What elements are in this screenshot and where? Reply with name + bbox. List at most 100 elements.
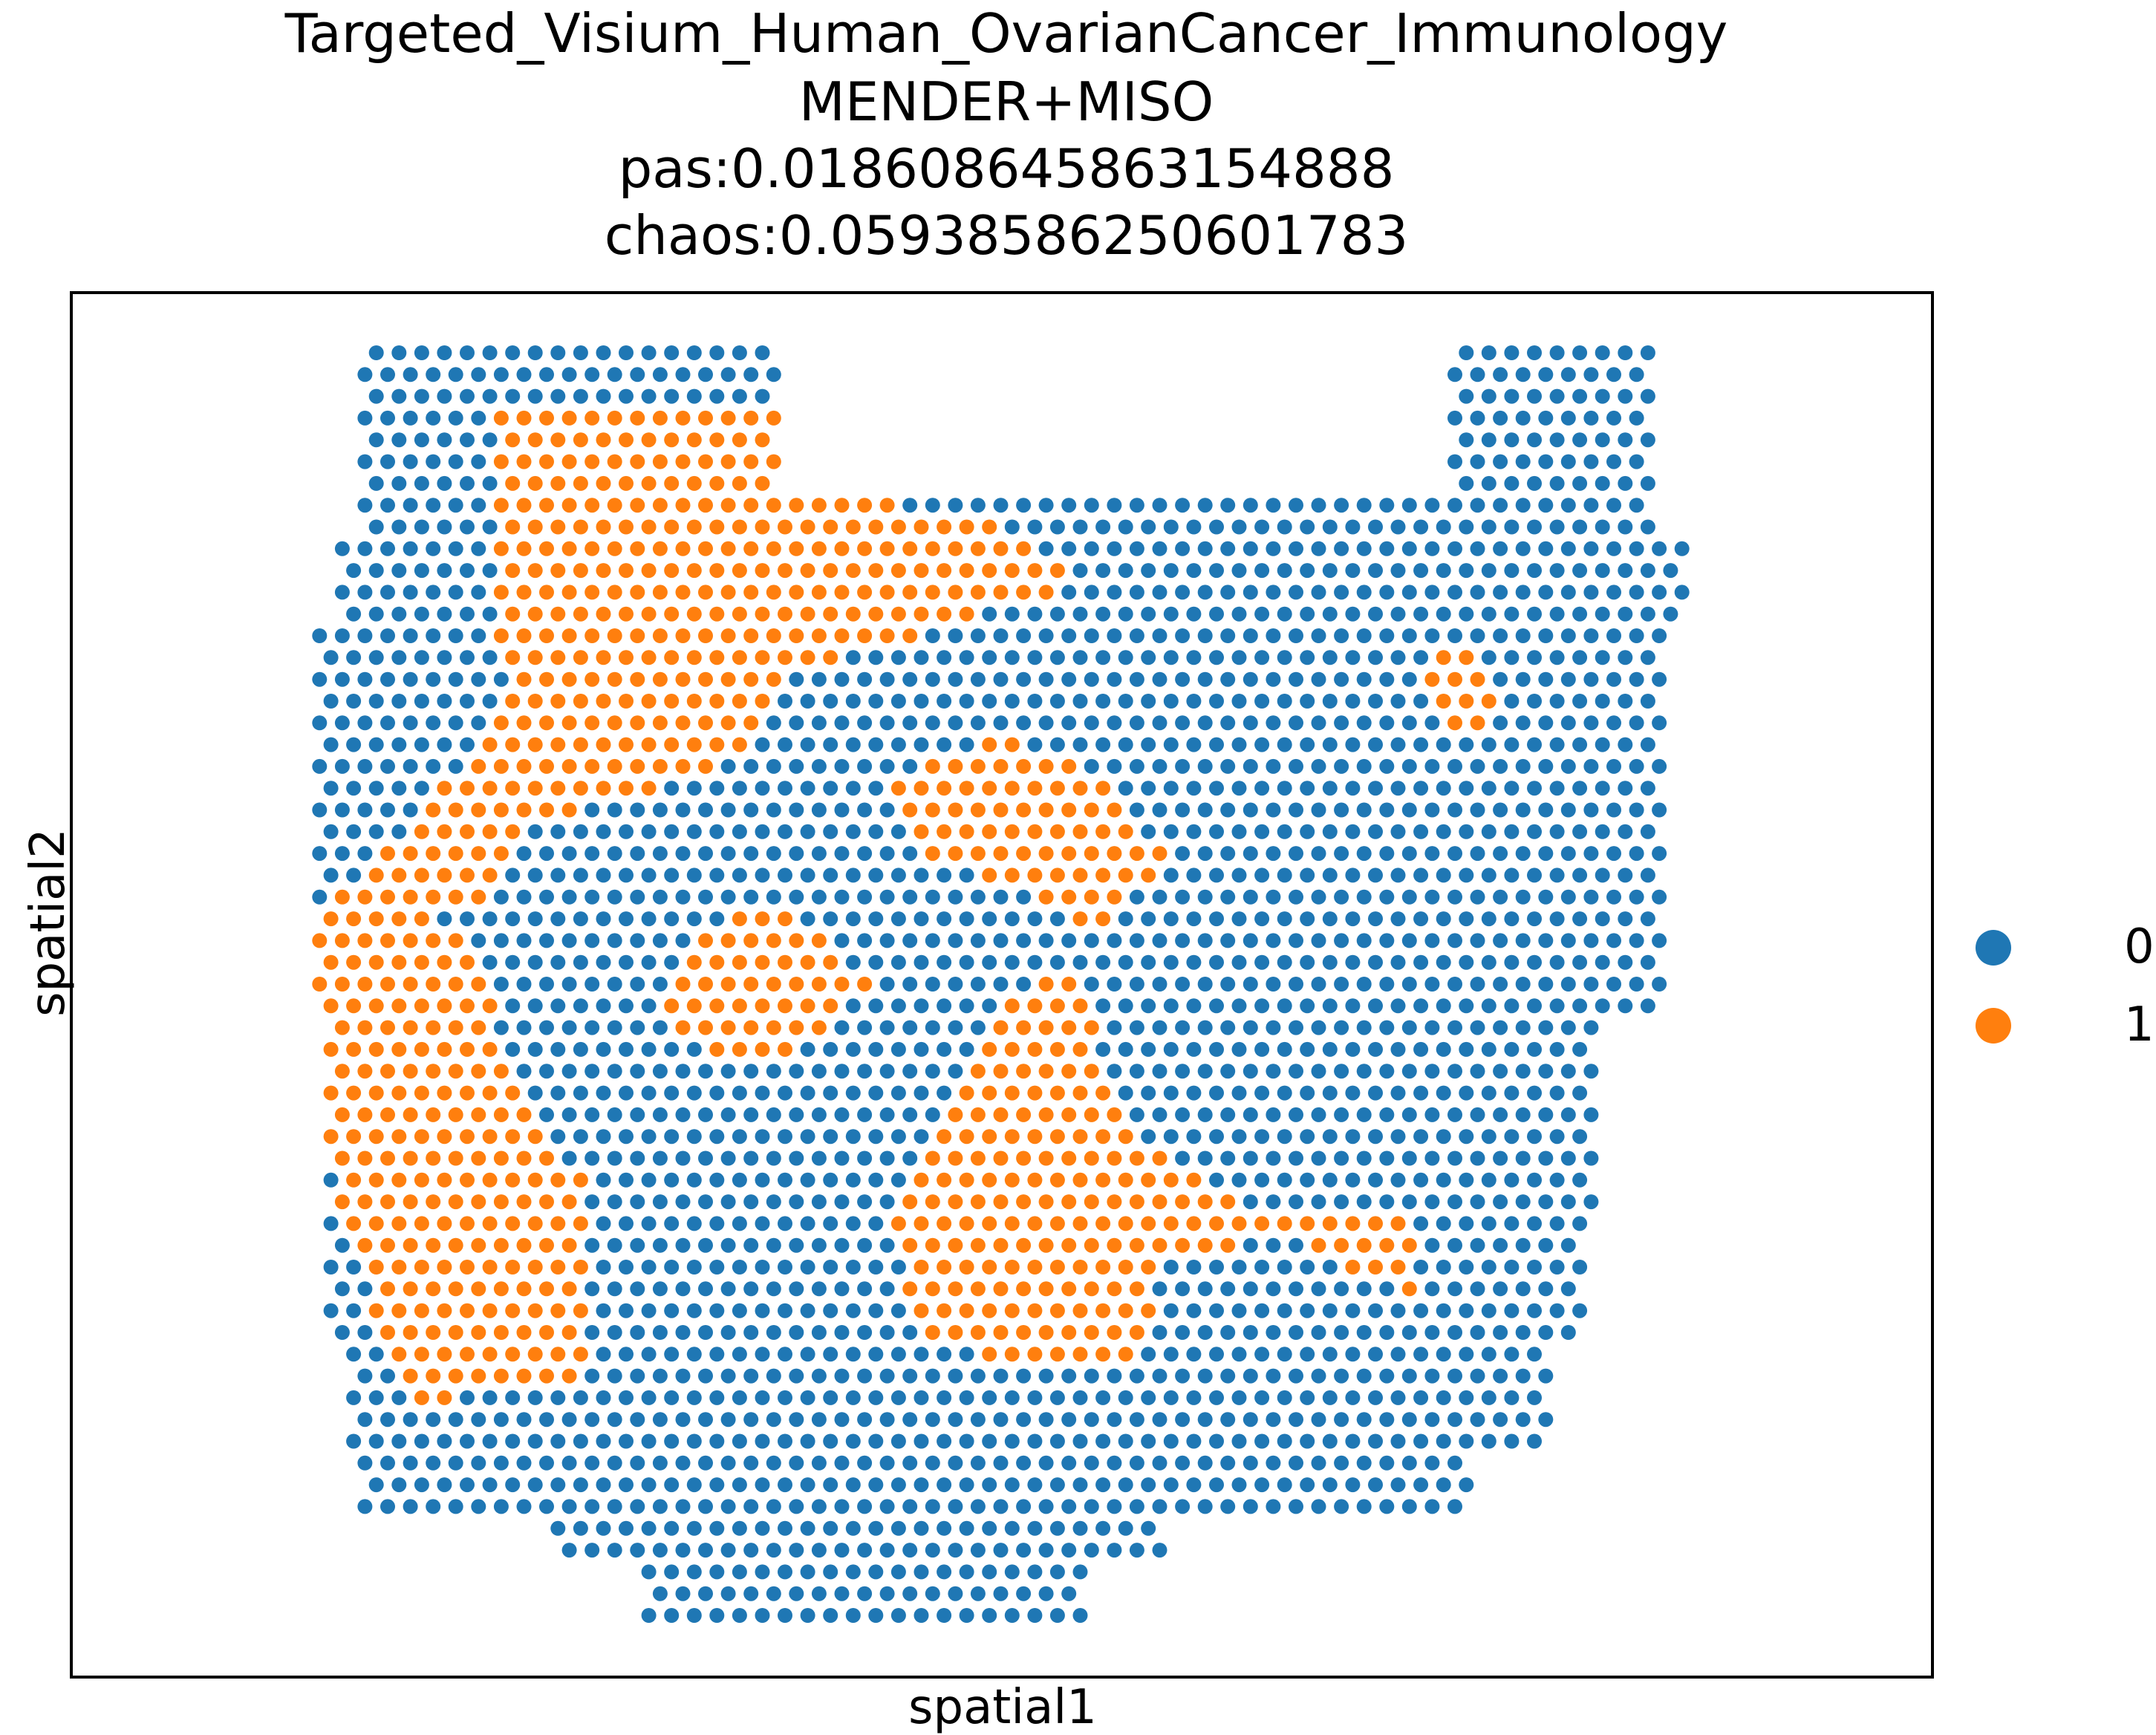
spot-cluster-0 [1163,911,1179,927]
spot-cluster-0 [970,1499,986,1514]
spot-cluster-1 [471,889,486,905]
spot-cluster-0 [471,410,486,426]
spot-cluster-0 [607,1499,622,1514]
spot-cluster-0 [1152,1455,1167,1471]
spot-cluster-0 [1481,1303,1497,1318]
spot-cluster-0 [437,606,452,622]
spot-cluster-0 [1311,1150,1326,1166]
spot-cluster-0 [743,1412,759,1428]
spot-cluster-0 [1231,519,1247,535]
spot-cluster-0 [1072,737,1088,752]
spot-cluster-0 [1231,1260,1247,1275]
spot-cluster-0 [460,1477,475,1493]
spot-cluster-0 [1152,1543,1167,1558]
spot-cluster-0 [1459,1477,1474,1493]
spot-cluster-0 [550,1085,566,1101]
spot-cluster-0 [1493,541,1508,556]
spot-cluster-0 [675,1368,691,1384]
spot-cluster-0 [1640,475,1655,491]
spot-cluster-1 [550,781,566,796]
spot-cluster-0 [1618,868,1633,883]
spot-cluster-0 [414,475,429,491]
spot-cluster-1 [1152,1237,1167,1253]
spot-cluster-1 [493,628,509,643]
spot-cluster-0 [1390,1347,1406,1362]
spot-cluster-0 [357,1325,373,1340]
spot-cluster-0 [1401,585,1417,600]
spot-cluster-0 [675,1064,691,1079]
spot-cluster-0 [380,1499,395,1514]
spot-cluster-0 [1084,498,1099,513]
spot-cluster-1 [403,1368,418,1384]
spot-cluster-0 [391,781,407,796]
spot-cluster-0 [1266,1064,1281,1079]
spot-cluster-1 [607,498,622,513]
spot-cluster-0 [1345,694,1361,709]
spot-cluster-0 [1266,1499,1281,1514]
spot-cluster-0 [1277,1390,1292,1405]
spot-cluster-0 [1243,846,1258,862]
spot-cluster-0 [970,1455,986,1471]
spot-cluster-1 [630,628,645,643]
spot-cluster-0 [1549,1303,1565,1318]
spot-cluster-0 [1583,410,1599,426]
spot-cluster-1 [403,1064,418,1079]
spot-cluster-1 [709,475,725,491]
spot-cluster-0 [755,1260,770,1275]
spot-cluster-1 [664,694,680,709]
spot-cluster-1 [664,737,680,752]
spot-cluster-0 [1231,911,1247,927]
spot-cluster-0 [1243,933,1258,948]
spot-cluster-1 [357,1107,373,1122]
spot-cluster-0 [1049,1433,1065,1449]
spot-cluster-0 [1163,519,1179,535]
spot-cluster-0 [1436,1085,1451,1101]
spot-cluster-1 [1038,1194,1054,1210]
spot-cluster-0 [437,737,452,752]
spot-cluster-0 [993,1455,1009,1471]
spot-cluster-0 [755,1172,770,1188]
spot-cluster-1 [732,1041,747,1057]
spot-cluster-1 [664,563,680,579]
spot-cluster-0 [1016,977,1032,992]
spot-cluster-0 [720,1455,736,1471]
spot-cluster-0 [1606,367,1621,383]
spot-cluster-0 [448,1412,463,1428]
spot-cluster-0 [1277,737,1292,752]
spot-cluster-1 [1401,1281,1417,1297]
spot-cluster-0 [1300,737,1315,752]
spot-cluster-1 [505,1347,521,1362]
spot-cluster-0 [426,1455,441,1471]
spot-cluster-0 [1459,781,1474,796]
spot-cluster-1 [755,563,770,579]
spot-cluster-0 [437,519,452,535]
spot-cluster-1 [1004,781,1020,796]
spot-cluster-0 [550,824,566,839]
spot-cluster-0 [1322,1303,1338,1318]
spot-cluster-0 [596,1390,611,1405]
spot-cluster-0 [1538,1064,1554,1079]
spot-cluster-1 [1049,1347,1065,1362]
spot-cluster-1 [868,519,884,535]
plot-frame [70,291,1934,1679]
spot-cluster-1 [970,846,986,862]
spot-cluster-1 [1072,781,1088,796]
spot-cluster-0 [1413,824,1429,839]
spot-cluster-1 [1152,846,1167,862]
spot-cluster-0 [1322,824,1338,839]
spot-cluster-1 [493,1194,509,1210]
spot-cluster-0 [1401,977,1417,992]
spot-cluster-0 [1004,519,1020,535]
spot-cluster-0 [1368,1041,1383,1057]
spot-cluster-1 [414,954,429,970]
spot-cluster-0 [1436,519,1451,535]
spot-cluster-0 [1640,519,1655,535]
spot-cluster-0 [1390,606,1406,622]
spot-cluster-1 [1038,846,1054,862]
spot-cluster-0 [1334,628,1349,643]
spot-cluster-0 [1504,650,1520,665]
spot-cluster-0 [1231,606,1247,622]
spot-cluster-0 [516,1499,532,1514]
spot-cluster-0 [1401,1194,1417,1210]
spot-cluster-0 [573,911,588,927]
